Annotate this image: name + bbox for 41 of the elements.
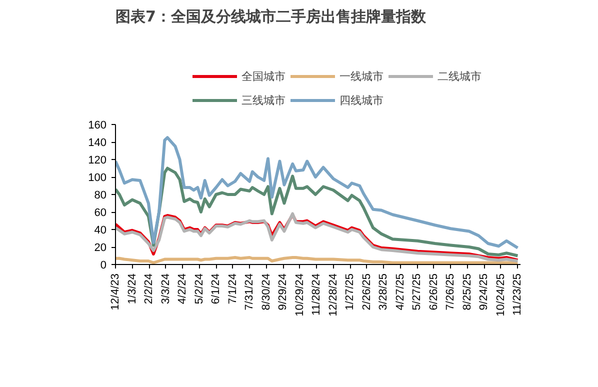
- y-tick-label: 80: [94, 190, 107, 202]
- x-tick-label: 9/29/24: [277, 274, 290, 310]
- line-series: [116, 136, 520, 250]
- x-tick-label: 6/26/25: [428, 274, 440, 310]
- y-tick-label: 100: [88, 172, 107, 184]
- x-tick-label: 10/24/25: [494, 273, 507, 316]
- x-tick-label: 6/1/24: [210, 273, 222, 304]
- y-tick-label: 20: [94, 242, 107, 254]
- x-tick-label: 11/28/24: [310, 273, 323, 316]
- x-tick-label: 7/31/24: [244, 274, 256, 310]
- x-tick-label: 2/26/25: [360, 274, 373, 310]
- y-tick-label: 60: [94, 207, 107, 219]
- x-tick-label: 5/2/24: [193, 273, 206, 304]
- x-tick-label: 4/2/24: [176, 273, 189, 304]
- x-tick-label: 11/23/25: [512, 273, 524, 316]
- x-tick-label: 7/26/25: [444, 274, 457, 310]
- legend-label: 四线城市: [340, 92, 384, 108]
- y-tick-label: 160: [88, 120, 107, 132]
- x-tick-label: 3/28/25: [378, 274, 390, 310]
- y-tick-label: 40: [94, 224, 107, 236]
- y-tick-label: 140: [88, 137, 107, 149]
- x-tick-label: 10/29/24: [294, 273, 306, 316]
- x-tick-label: 12/28/24: [327, 273, 340, 316]
- x-tick-label: 4/27/25: [394, 274, 406, 310]
- x-tick-label: 1/3/24: [126, 273, 138, 304]
- y-tick-label: 0: [100, 260, 107, 272]
- legend-label: 三线城市: [242, 92, 286, 108]
- x-tick-label: 5/27/25: [411, 274, 424, 310]
- x-tick-label: 9/24/25: [478, 274, 490, 310]
- legend-label: 一线城市: [340, 68, 384, 84]
- x-tick-label: 2/2/24: [143, 273, 156, 304]
- legend-label: 二线城市: [438, 68, 482, 84]
- x-tick-label: 12/4/23: [110, 274, 122, 310]
- legend-label: 全国城市: [242, 68, 286, 84]
- x-tick-label: 7/1/24: [226, 273, 239, 304]
- chart-title: 图表7：全国及分线城市二手房出售挂牌量指数: [116, 8, 427, 26]
- x-tick-label: 8/30/24: [260, 274, 272, 310]
- x-tick-label: 8/25/25: [461, 274, 474, 310]
- x-tick-label: 3/3/24: [160, 273, 172, 304]
- x-tick-label: 1/27/25: [344, 274, 356, 310]
- y-tick-label: 120: [88, 154, 107, 166]
